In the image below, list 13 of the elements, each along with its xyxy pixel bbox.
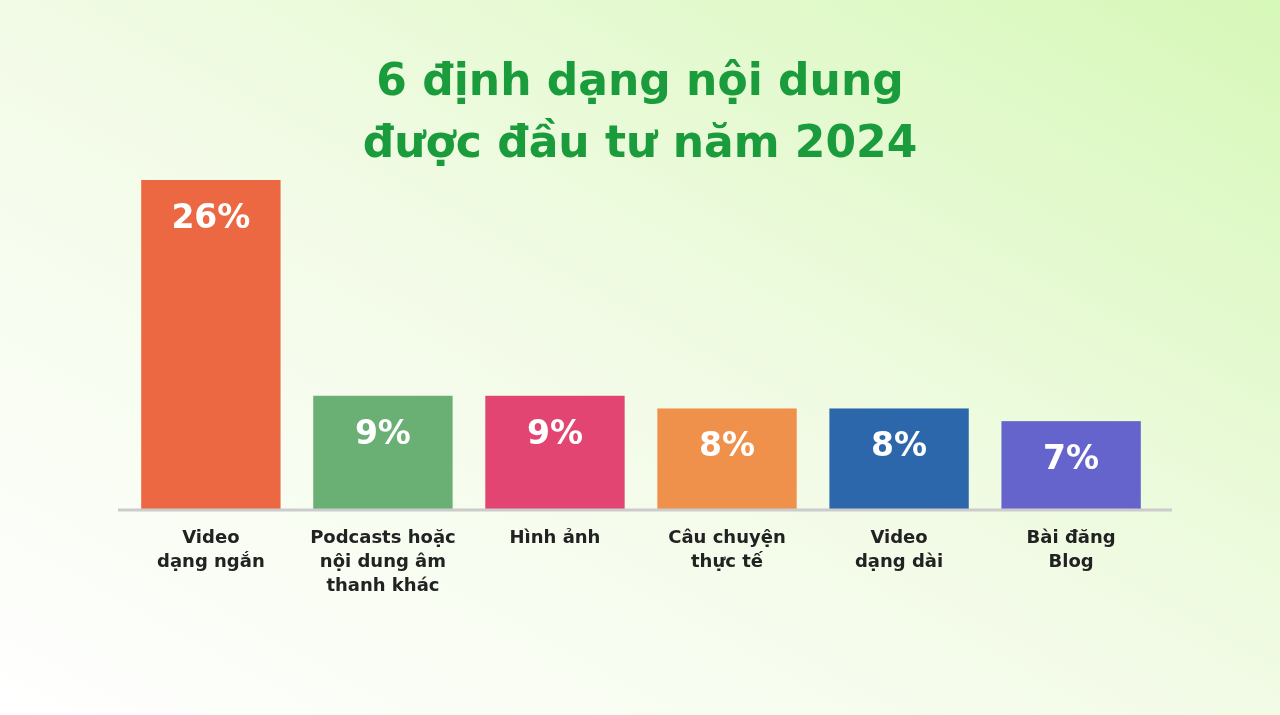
x-tick-label: Bài đăng Blog	[1026, 526, 1116, 571]
data-label: 7%	[1043, 438, 1100, 478]
x-tick-label: Video dạng ngắn	[157, 526, 265, 571]
x-tick-label: Hình ảnh	[509, 526, 601, 547]
data-label: 9%	[354, 412, 411, 452]
x-tick-label: Podcasts hoặc nội dung âm thanh khác	[310, 526, 456, 595]
data-label: 8%	[699, 425, 756, 465]
data-label: 26%	[171, 197, 251, 236]
x-tick-label: Video dạng dài	[854, 526, 944, 571]
data-label: 8%	[871, 425, 928, 465]
chart-title: 6 định dạng nội dung được đầu tư năm 2024	[362, 54, 918, 167]
x-tick-label: Câu chuyện thực tế	[668, 526, 786, 571]
data-label: 9%	[526, 412, 583, 452]
